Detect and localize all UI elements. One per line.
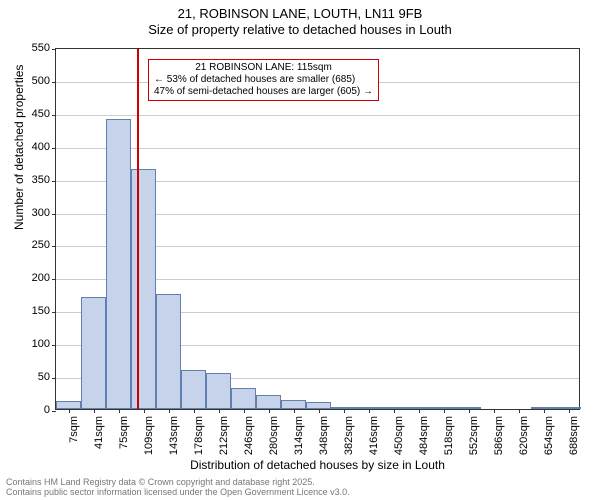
histogram-bar: [131, 169, 156, 409]
y-tick-label: 350: [32, 174, 50, 186]
x-tick-mark: [494, 409, 495, 413]
x-tick-label: 586sqm: [493, 416, 505, 466]
x-tick-label: 688sqm: [568, 416, 580, 466]
attribution: Contains HM Land Registry data © Crown c…: [6, 478, 350, 498]
x-tick-label: 484sqm: [418, 416, 430, 466]
x-tick-label: 518sqm: [443, 416, 455, 466]
y-tick-mark: [52, 279, 56, 280]
chart-title-sub: Size of property relative to detached ho…: [0, 22, 600, 37]
x-tick-label: 450sqm: [393, 416, 405, 466]
x-tick-label: 246sqm: [243, 416, 255, 466]
histogram-bar: [56, 401, 81, 409]
chart-title-main: 21, ROBINSON LANE, LOUTH, LN11 9FB: [0, 6, 600, 21]
attribution-line2: Contains public sector information licen…: [6, 488, 350, 498]
y-tick-mark: [52, 148, 56, 149]
x-tick-mark: [94, 409, 95, 413]
x-tick-mark: [294, 409, 295, 413]
x-tick-mark: [319, 409, 320, 413]
y-tick-mark: [52, 115, 56, 116]
y-tick-label: 400: [32, 141, 50, 153]
annotation-line2: ← 53% of detached houses are smaller (68…: [154, 74, 373, 86]
x-tick-label: 143sqm: [168, 416, 180, 466]
x-tick-mark: [144, 409, 145, 413]
x-tick-label: 382sqm: [343, 416, 355, 466]
histogram-bar: [106, 119, 131, 409]
histogram-bar: [181, 370, 206, 409]
x-tick-label: 314sqm: [293, 416, 305, 466]
y-tick-mark: [52, 49, 56, 50]
x-tick-mark: [369, 409, 370, 413]
y-tick-label: 550: [32, 42, 50, 54]
y-tick-label: 200: [32, 272, 50, 284]
histogram-bar: [206, 373, 231, 409]
x-tick-mark: [569, 409, 570, 413]
y-tick-label: 250: [32, 239, 50, 251]
x-tick-mark: [269, 409, 270, 413]
y-tick-label: 50: [38, 371, 50, 383]
y-axis-label: Number of detached properties: [12, 65, 26, 230]
y-tick-mark: [52, 411, 56, 412]
y-tick-label: 450: [32, 108, 50, 120]
x-tick-label: 654sqm: [543, 416, 555, 466]
reference-line: [137, 49, 139, 409]
x-tick-mark: [219, 409, 220, 413]
x-tick-label: 348sqm: [318, 416, 330, 466]
x-tick-label: 620sqm: [518, 416, 530, 466]
y-tick-label: 150: [32, 305, 50, 317]
annotation-box: 21 ROBINSON LANE: 115sqm ← 53% of detach…: [148, 59, 379, 101]
x-tick-mark: [394, 409, 395, 413]
x-tick-mark: [194, 409, 195, 413]
x-tick-mark: [69, 409, 70, 413]
x-tick-mark: [469, 409, 470, 413]
x-tick-mark: [169, 409, 170, 413]
y-tick-mark: [52, 181, 56, 182]
y-tick-mark: [52, 246, 56, 247]
y-tick-mark: [52, 312, 56, 313]
x-tick-label: 109sqm: [143, 416, 155, 466]
y-tick-mark: [52, 214, 56, 215]
x-tick-mark: [419, 409, 420, 413]
annotation-line3: 47% of semi-detached houses are larger (…: [154, 86, 373, 98]
histogram-bar: [156, 294, 181, 409]
x-tick-mark: [519, 409, 520, 413]
x-tick-label: 280sqm: [268, 416, 280, 466]
gridline: [56, 115, 579, 116]
y-tick-mark: [52, 378, 56, 379]
x-tick-label: 75sqm: [118, 416, 130, 466]
histogram-bar: [231, 388, 256, 409]
histogram-bar: [256, 395, 281, 409]
histogram-bar: [306, 402, 331, 409]
x-tick-label: 416sqm: [368, 416, 380, 466]
x-tick-mark: [344, 409, 345, 413]
histogram-bar: [81, 297, 106, 409]
x-tick-label: 7sqm: [68, 416, 80, 466]
x-tick-mark: [444, 409, 445, 413]
x-tick-mark: [119, 409, 120, 413]
plot-area: 21 ROBINSON LANE: 115sqm ← 53% of detach…: [55, 48, 580, 410]
gridline: [56, 148, 579, 149]
annotation-line1: 21 ROBINSON LANE: 115sqm: [154, 62, 373, 74]
x-tick-label: 212sqm: [218, 416, 230, 466]
y-tick-mark: [52, 345, 56, 346]
x-tick-label: 552sqm: [468, 416, 480, 466]
y-tick-label: 300: [32, 207, 50, 219]
x-tick-label: 41sqm: [93, 416, 105, 466]
x-tick-mark: [544, 409, 545, 413]
y-tick-label: 100: [32, 338, 50, 350]
histogram-bar: [281, 400, 306, 409]
y-tick-label: 0: [44, 404, 50, 416]
y-tick-mark: [52, 82, 56, 83]
x-tick-mark: [244, 409, 245, 413]
y-tick-label: 500: [32, 75, 50, 87]
x-tick-label: 178sqm: [193, 416, 205, 466]
